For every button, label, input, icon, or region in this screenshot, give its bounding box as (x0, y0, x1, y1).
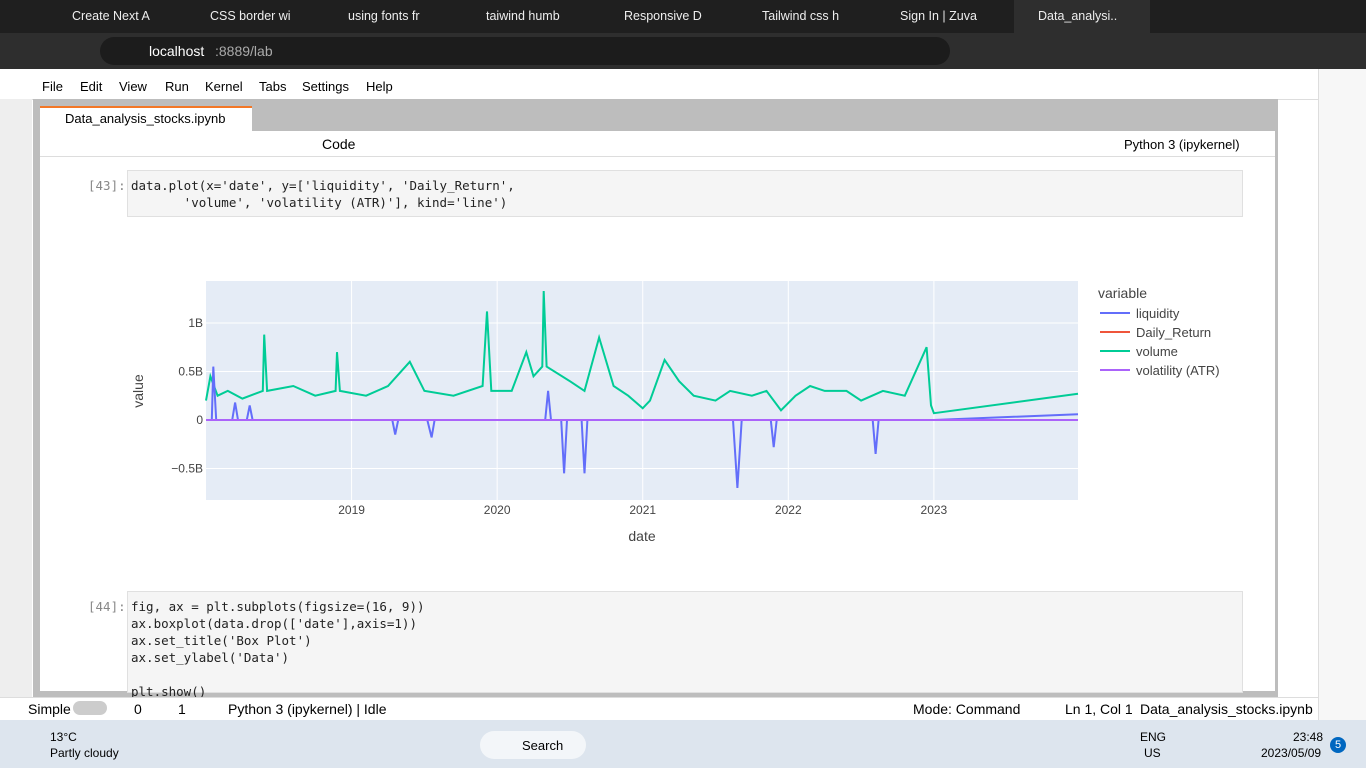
url-path: :8889/lab (215, 43, 273, 59)
language: ENG (1140, 730, 1167, 744)
terminal-count: 0 (134, 701, 142, 717)
edge-sidebar (1318, 69, 1366, 720)
menu-item[interactable]: File (42, 79, 63, 94)
code-line: ax.set_title('Box Plot') (131, 633, 312, 648)
menu-item[interactable]: View (119, 79, 147, 94)
browser-tab[interactable]: Create Next A (72, 9, 150, 23)
kernel-status: Python 3 (ipykernel) | Idle (228, 701, 387, 717)
code-line: ax.boxplot(data.drop(['date'],axis=1)) (131, 616, 417, 631)
browser-tab[interactable]: using fonts fr (348, 9, 420, 23)
legend-label: volatility (ATR) (1136, 363, 1220, 378)
left-sidebar (0, 99, 32, 697)
code-cell[interactable] (127, 170, 1243, 217)
cell-type-select[interactable]: Code (322, 136, 356, 152)
y-tick-label: 0.5B (178, 364, 203, 378)
notification-badge[interactable]: 5 (1330, 737, 1346, 753)
clock-time: 23:48 (1293, 730, 1324, 744)
code-line: 'volume', 'volatility (ATR)'], kind='lin… (131, 195, 508, 210)
kernel-name[interactable]: Python 3 (ipykernel) (1124, 137, 1240, 152)
menu-bar (0, 69, 1318, 100)
clock-date: 2023/05/09 (1261, 746, 1322, 760)
mode-status: Mode: Command (913, 701, 1021, 717)
cursor-position: Ln 1, Col 1 (1065, 701, 1133, 717)
mode-toggle-label: Simple (28, 701, 71, 717)
y-axis-label: value (130, 374, 146, 408)
browser-tab[interactable]: Sign In | Zuva (900, 9, 977, 23)
x-tick-label: 2021 (629, 503, 656, 517)
x-tick-label: 2022 (775, 503, 802, 517)
file-name: Data_analysis_stocks.ipynb (1140, 701, 1313, 717)
series-line (205, 290, 1079, 415)
notebook-tab[interactable] (40, 106, 252, 131)
taskbar (0, 720, 1366, 768)
x-tick-label: 2023 (921, 503, 948, 517)
menu-item[interactable]: Run (165, 79, 189, 94)
browser-tab[interactable]: CSS border wi (210, 9, 291, 23)
menu-item[interactable]: Tabs (259, 79, 287, 94)
cell-prompt: [43]: (88, 178, 126, 193)
x-tick-label: 2019 (338, 503, 365, 517)
x-tick-label: 2020 (484, 503, 511, 517)
legend-title: variable (1098, 285, 1147, 301)
code-line: fig, ax = plt.subplots(figsize=(16, 9)) (131, 599, 425, 614)
mode-toggle[interactable] (73, 701, 107, 715)
browser-tab[interactable]: Tailwind css h (762, 9, 840, 23)
browser-tab[interactable]: Responsive D (624, 9, 702, 23)
legend-label: Daily_Return (1136, 325, 1211, 340)
search-box[interactable] (480, 731, 586, 759)
url-host: localhost (149, 43, 205, 59)
y-tick-label: 0 (196, 413, 203, 427)
legend-label: liquidity (1136, 306, 1180, 321)
browser-tab[interactable]: Data_analysi.. (1014, 0, 1150, 33)
browser-tab[interactable]: taiwind humb (486, 9, 560, 23)
y-tick-label: 1B (188, 316, 203, 330)
plot-area (206, 281, 1078, 500)
code-cell[interactable] (127, 591, 1243, 693)
menu-item[interactable]: Help (366, 79, 393, 94)
toolbar-divider (40, 156, 1275, 157)
code-line: ax.set_ylabel('Data') (131, 650, 290, 665)
notebook-tab-title: Data_analysis_stocks.ipynb (65, 111, 226, 126)
code-line: plt.show() (131, 684, 207, 699)
x-axis-label: date (628, 528, 655, 544)
code-line: data.plot(x='date', y=['liquidity', 'Dai… (131, 178, 515, 193)
menu-item[interactable]: Kernel (205, 79, 243, 94)
weather: Partly cloudy (50, 746, 119, 760)
search-label: Search (522, 738, 564, 753)
region: US (1144, 746, 1161, 760)
legend-label: volume (1136, 344, 1178, 359)
cell-prompt: [44]: (88, 599, 126, 614)
menu-item[interactable]: Settings (302, 79, 349, 94)
temperature: 13°C (50, 730, 77, 744)
kernel-count: 1 (178, 701, 186, 717)
y-tick-label: −0.5B (171, 461, 203, 475)
address-bar[interactable] (100, 37, 950, 65)
status-bar (0, 697, 1318, 721)
menu-item[interactable]: Edit (80, 79, 103, 94)
